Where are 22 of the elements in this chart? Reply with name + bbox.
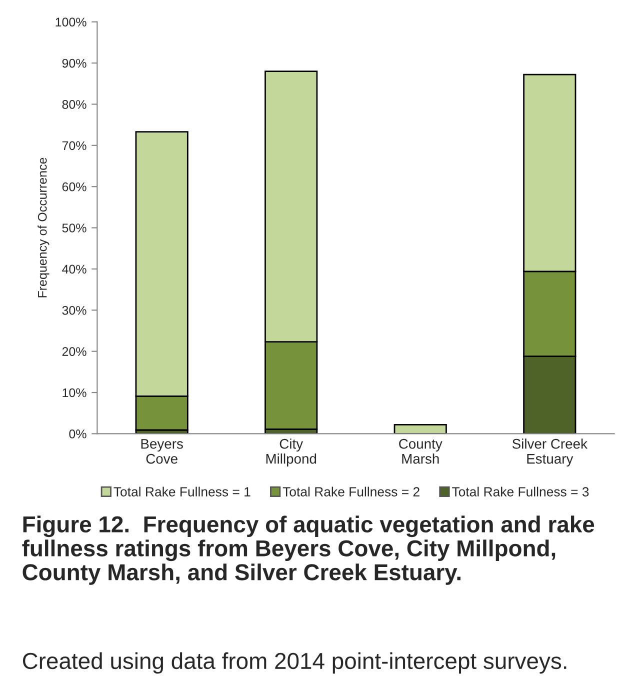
- y-tick-label: 70%: [62, 141, 86, 150]
- text: Created using data from 2014 point-intercept surveys.: [22, 652, 566, 674]
- y-tick-label: 50%: [62, 224, 86, 232]
- legend-label: Total Rake Fullness = 3: [452, 486, 589, 496]
- y-tick-label: 90%: [62, 58, 86, 68]
- x-tick-label: City Millpond: [266, 438, 316, 466]
- y-tick-label: 10%: [62, 388, 86, 398]
- x-tick-label: County Marsh: [399, 438, 442, 464]
- y-axis-title: Frequency of Occurrence: [38, 158, 50, 298]
- y-tick-label: 20%: [62, 347, 86, 356]
- y-tick-label: 0%: [69, 430, 86, 438]
- y-tick-label: 60%: [62, 182, 86, 192]
- x-tick-label: Beyers Cove: [141, 439, 183, 464]
- y-tick-label: 40%: [62, 264, 86, 274]
- y-tick-label: 100%: [56, 18, 86, 27]
- legend-label: Total Rake Fullness = 2: [282, 486, 420, 496]
- x-tick-label: Silver Creek Estuary: [512, 438, 588, 466]
- y-tick-label: 80%: [62, 100, 86, 109]
- y-tick-label: 30%: [62, 306, 86, 315]
- bar: [394, 424, 447, 434]
- legend-label: Total Rake Fullness = 1: [114, 486, 250, 496]
- text: Figure 12. Frequency of aquatic vegetation and rake fullness ratings from Beyers Cove, City Millpond, County Marsh, and Silver Creek Estuary.: [22, 516, 594, 585]
